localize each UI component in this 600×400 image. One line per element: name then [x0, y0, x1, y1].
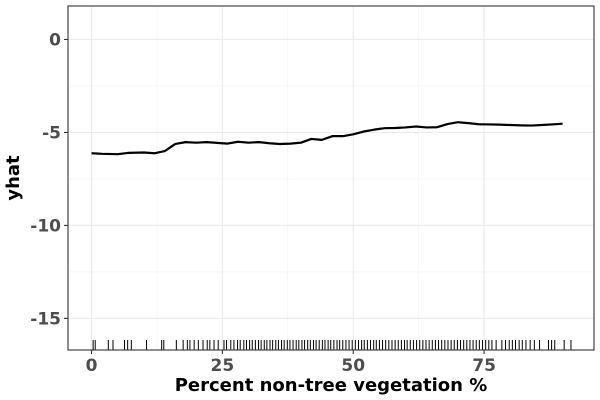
- y-tick-label: 0: [49, 30, 61, 50]
- plot-background: [68, 6, 594, 350]
- grid: [68, 6, 594, 350]
- x-axis-title: Percent non-tree vegetation %: [175, 375, 488, 396]
- y-tick-label: -10: [30, 216, 61, 236]
- y-axis: 0 -5 -10 -15: [30, 30, 68, 329]
- series-line: [91, 121, 563, 156]
- x-tick-label: 75: [472, 356, 496, 376]
- rug: [92, 340, 572, 350]
- x-tick-label: 25: [211, 356, 235, 376]
- x-tick-label: 0: [86, 356, 98, 376]
- x-axis: 0 25 50 75: [86, 350, 496, 376]
- x-tick-label: 50: [341, 356, 365, 376]
- y-tick-label: -5: [42, 123, 61, 143]
- y-axis-title: yhat: [3, 155, 24, 201]
- series-lines: [91, 121, 563, 156]
- y-tick-label: -15: [30, 309, 61, 329]
- plot-border: [67, 5, 595, 351]
